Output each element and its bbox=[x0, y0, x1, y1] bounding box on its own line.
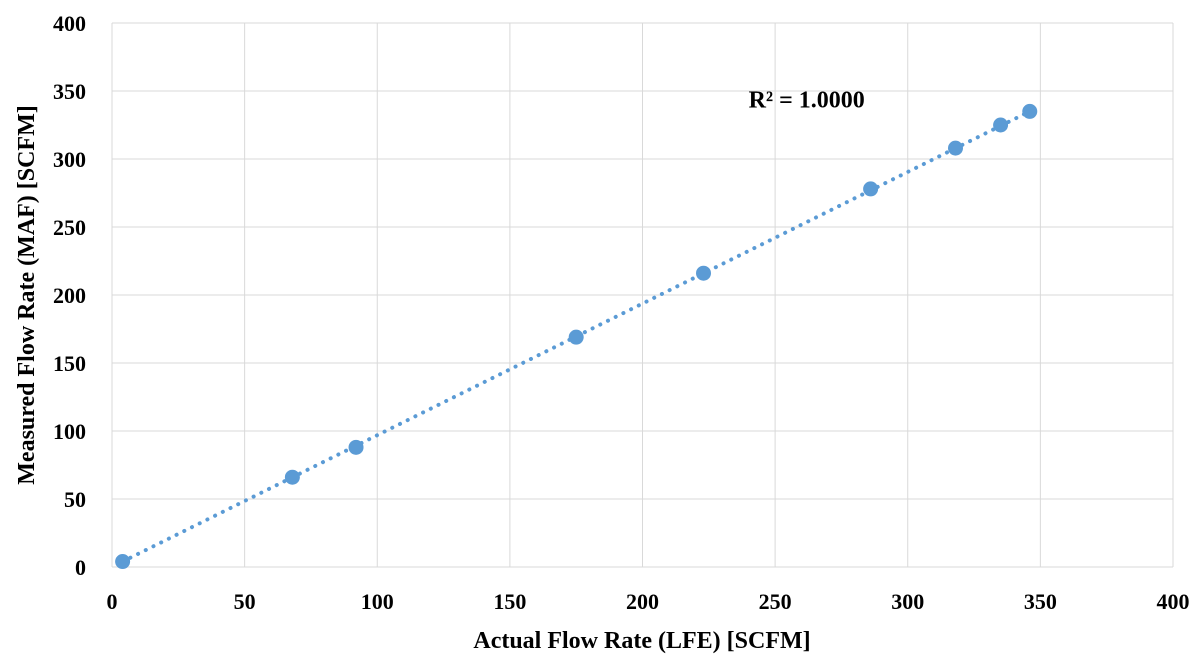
x-tick-label: 400 bbox=[1157, 589, 1190, 614]
y-axis-title: Measured Flow Rate (MAF) [SCFM] bbox=[14, 105, 40, 484]
data-point bbox=[696, 265, 712, 281]
x-tick-label: 50 bbox=[234, 589, 256, 614]
data-point bbox=[863, 181, 879, 197]
y-tick-label: 0 bbox=[75, 555, 86, 580]
y-tick-label: 300 bbox=[53, 147, 86, 172]
y-tick-label: 50 bbox=[64, 487, 86, 512]
annotations: R² = 1.0000 bbox=[749, 87, 865, 113]
x-tick-label: 150 bbox=[493, 589, 526, 614]
axes bbox=[111, 23, 1173, 568]
y-tick-label: 400 bbox=[53, 11, 86, 36]
data-point bbox=[568, 329, 584, 345]
y-tick-label: 350 bbox=[53, 79, 86, 104]
data-point bbox=[115, 554, 131, 570]
x-tick-label: 250 bbox=[759, 589, 792, 614]
data-point bbox=[947, 140, 963, 156]
x-axis-title: Actual Flow Rate (LFE) [SCFM] bbox=[473, 628, 810, 654]
y-tick-label: 200 bbox=[53, 283, 86, 308]
x-tick-label: 300 bbox=[891, 589, 924, 614]
data-point bbox=[284, 469, 300, 485]
data-points bbox=[115, 103, 1038, 570]
data-point bbox=[348, 439, 364, 455]
x-tick-label: 0 bbox=[107, 589, 118, 614]
r-squared-annotation: R² = 1.0000 bbox=[749, 87, 865, 113]
x-tick-label: 200 bbox=[626, 589, 659, 614]
y-tick-label: 250 bbox=[53, 215, 86, 240]
data-point bbox=[1022, 103, 1038, 119]
data-point bbox=[993, 117, 1009, 133]
grid bbox=[112, 22, 1174, 567]
y-tick-label: 100 bbox=[53, 419, 86, 444]
y-tick-label: 150 bbox=[53, 351, 86, 376]
x-tick-label: 350 bbox=[1024, 589, 1057, 614]
tick-labels: 0 50 100 150 200 250 300 350 400 0 50 100 150 200 250 3… bbox=[53, 11, 1190, 614]
x-tick-label: 100 bbox=[361, 589, 394, 614]
